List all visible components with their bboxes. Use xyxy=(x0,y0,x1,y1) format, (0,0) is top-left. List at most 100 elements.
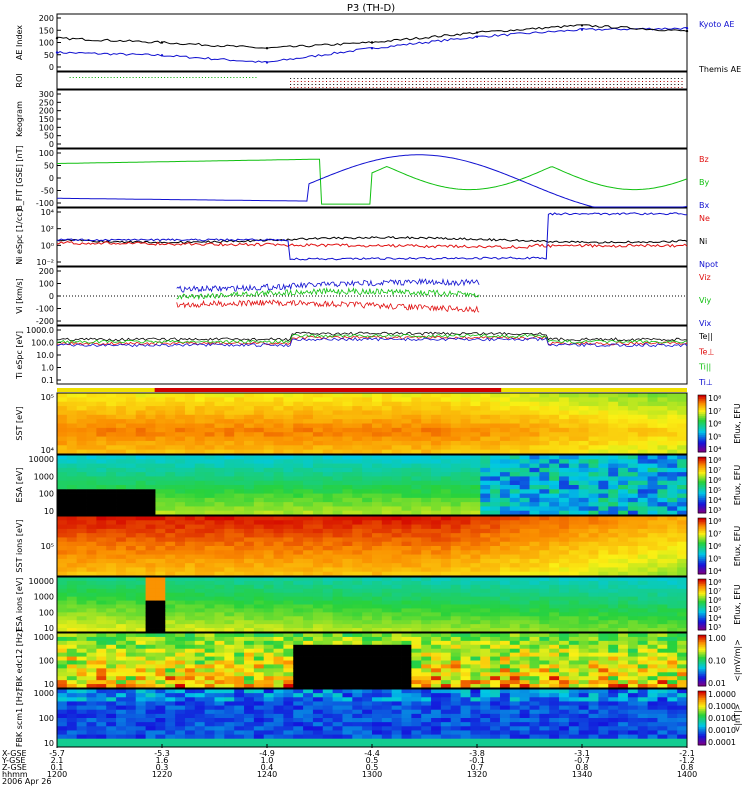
spectrogram-cell xyxy=(401,608,412,613)
spectrogram-cell xyxy=(627,571,639,577)
spectrogram-cell xyxy=(76,612,87,617)
roi-dot xyxy=(677,81,679,82)
spectrogram-cell xyxy=(342,472,353,477)
roi-dot xyxy=(509,81,511,82)
colorbar-swatch xyxy=(698,438,706,442)
spectrogram-cell xyxy=(214,660,225,665)
spectrogram-cell xyxy=(273,580,284,586)
spectrogram-cell xyxy=(411,497,422,503)
spectrogram-cell xyxy=(263,419,274,424)
spectrogram-cell xyxy=(184,550,196,555)
spectrogram-cell xyxy=(372,612,383,617)
roi-dot xyxy=(613,81,615,82)
spectrogram-cell xyxy=(66,533,78,538)
spectrogram-cell xyxy=(135,640,146,646)
panel-frame xyxy=(56,454,688,516)
roi-dot xyxy=(430,81,432,82)
spectrogram-cell xyxy=(312,520,324,525)
spectrogram-cell xyxy=(312,604,324,609)
spectrogram-cell xyxy=(401,636,412,642)
spectrogram-cell xyxy=(293,423,304,429)
spectrogram-cell xyxy=(86,414,97,420)
spectrogram-cell xyxy=(362,600,373,605)
spectrogram-cell xyxy=(401,633,412,638)
roi-dot xyxy=(372,78,374,79)
spectrogram-cell xyxy=(480,397,491,403)
spectrogram-cell xyxy=(116,393,127,398)
spectrogram-cell xyxy=(352,592,363,598)
roi-dot xyxy=(659,78,661,79)
spectrogram-cell xyxy=(440,588,452,594)
spectrogram-cell xyxy=(372,524,383,530)
spectrogram-cell xyxy=(57,406,68,411)
spectrogram-cell xyxy=(411,485,422,490)
spectrogram-cell xyxy=(106,455,117,460)
spectrogram-cell xyxy=(450,427,461,433)
spectrogram-cell xyxy=(470,502,481,507)
roi-dot xyxy=(129,77,131,78)
spectrogram-cell xyxy=(549,502,560,507)
spectrogram-cell xyxy=(224,493,235,499)
spectrogram-cell xyxy=(440,410,452,416)
roi-dot xyxy=(634,78,636,79)
roi-dot xyxy=(333,81,335,82)
spectrogram-cell xyxy=(509,393,521,398)
spectrogram-cell xyxy=(421,563,432,568)
spectrogram-cell xyxy=(76,648,87,654)
roi-dot xyxy=(462,84,464,85)
spectrogram-cell xyxy=(125,664,137,669)
spectrogram-cell xyxy=(391,497,402,503)
spectrogram-cell xyxy=(342,455,353,460)
spectrogram-cell xyxy=(303,608,314,613)
spectrogram-cell xyxy=(490,612,501,617)
spectrogram-cell xyxy=(549,628,560,633)
spectrogram-cell xyxy=(66,648,78,654)
roi-dot xyxy=(315,84,317,85)
spectrogram-cell xyxy=(303,546,314,551)
spectrogram-cell xyxy=(411,449,422,455)
spectrogram-cell xyxy=(106,672,117,677)
spectrogram-cell xyxy=(253,676,265,681)
roi-dot xyxy=(451,84,453,85)
spectrogram-cell xyxy=(440,580,452,586)
spectrogram-cell xyxy=(362,580,373,586)
spectrogram-cell xyxy=(165,580,176,586)
spectrogram-cell xyxy=(175,624,186,629)
spectrogram-cell xyxy=(322,664,334,669)
spectrogram-cell xyxy=(362,550,373,555)
spectrogram-cell xyxy=(470,592,481,598)
spectrogram-cell xyxy=(244,524,255,530)
spectrogram-cell xyxy=(421,516,432,521)
roi-dot xyxy=(455,81,457,82)
spectrogram-cell xyxy=(184,432,196,437)
spectrogram-cell xyxy=(116,467,127,473)
spectrogram-cell xyxy=(490,393,501,398)
spectrogram-cell xyxy=(224,592,235,598)
spectrogram-cell xyxy=(677,506,688,512)
spectrogram-cell xyxy=(372,648,383,654)
spectrogram-cell xyxy=(598,497,609,503)
spectrogram-cell xyxy=(234,660,245,665)
spectrogram-cell xyxy=(568,467,580,473)
spectrogram-cell xyxy=(381,550,393,555)
spectrogram-cell xyxy=(490,459,501,464)
spectrogram-cell xyxy=(470,432,481,437)
spectrogram-cell xyxy=(214,596,225,601)
spectrogram-cell xyxy=(194,648,206,654)
spectrogram-cell xyxy=(145,546,156,551)
spectrogram-cell xyxy=(303,493,314,499)
colorbar-swatch xyxy=(698,406,706,409)
spectrogram-cell xyxy=(588,577,599,582)
spectrogram-cell xyxy=(480,608,491,613)
spectrogram-cell xyxy=(529,436,540,442)
roi-dot xyxy=(602,87,604,88)
spectrogram-cell xyxy=(401,571,412,577)
spectrogram-cell xyxy=(273,440,284,446)
spectrogram-cell xyxy=(66,620,78,625)
spectrogram-cell xyxy=(116,414,127,420)
spectrogram-cell xyxy=(647,592,658,598)
spectrogram-cell xyxy=(647,596,658,601)
roi-dot xyxy=(466,87,468,88)
